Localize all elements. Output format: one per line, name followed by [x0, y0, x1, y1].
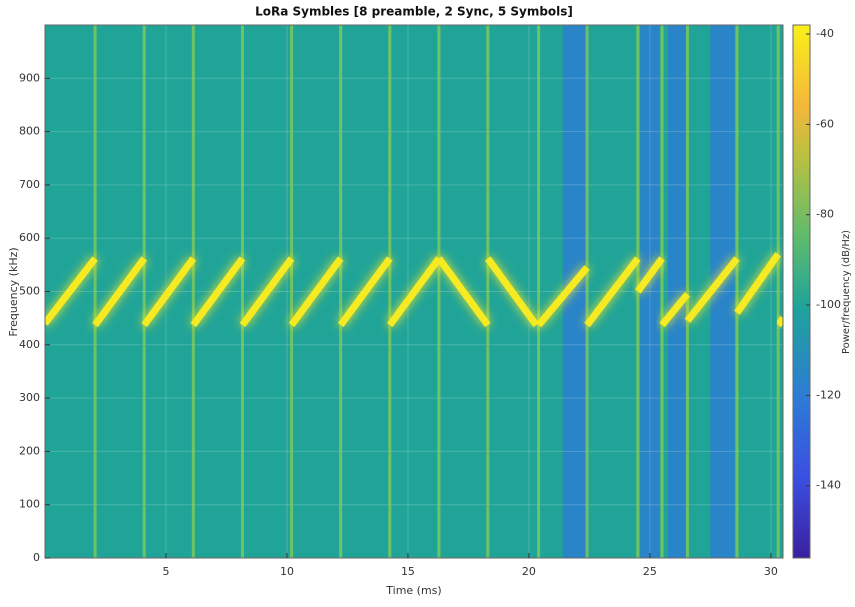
chirp [141, 256, 197, 328]
colorbar-tick-label: -60 [816, 117, 834, 130]
axes: 5 10 15 20 25 300100200300400500600700800900-… [19, 24, 841, 578]
chirp [535, 265, 590, 328]
x-axis-label: Time (ms) [385, 584, 441, 597]
chirp [659, 291, 691, 328]
chirp [484, 256, 540, 328]
y-tick-label: 500 [19, 285, 40, 298]
y-tick-label: 300 [19, 391, 40, 404]
y-tick-label: 700 [19, 178, 40, 191]
y-tick-label: 100 [19, 498, 40, 511]
colorbar-label: Power/frequency (dB/Hz) [841, 230, 852, 354]
chirp [775, 316, 783, 328]
chirp [288, 256, 344, 328]
y-axis-label: Frequency (kHz) [7, 247, 20, 336]
y-tick-label: 600 [19, 231, 40, 244]
x-tick-label: 5 [162, 565, 169, 578]
colorbar-tick-label: -80 [816, 208, 834, 221]
y-tick-label: 400 [19, 338, 40, 351]
x-tick-label: 30 [764, 565, 778, 578]
chirp [584, 256, 641, 328]
x-tick-label: 15 [401, 565, 415, 578]
y-tick-label: 800 [19, 125, 40, 138]
chirp [239, 256, 295, 328]
y-tick-label: 200 [19, 444, 40, 457]
x-tick-label: 25 [643, 565, 657, 578]
chirp [45, 256, 98, 326]
chirp [684, 256, 740, 323]
chirp [734, 252, 782, 315]
chirp [436, 256, 491, 328]
chirp [386, 256, 442, 328]
colorbar [792, 24, 811, 559]
colorbar-tick-label: -120 [816, 388, 841, 401]
power-block [640, 25, 660, 558]
chirp [634, 256, 665, 294]
x-tick-label: 10 [280, 565, 294, 578]
y-tick-label: 0 [33, 551, 40, 564]
chart-title: LoRa Symbles [8 preamble, 2 Sync, 5 Symb… [255, 5, 573, 19]
colorbar-tick-label: -40 [816, 27, 834, 40]
chirp [190, 256, 246, 328]
chirp [92, 256, 148, 328]
y-tick-label: 900 [19, 71, 40, 84]
power-block [668, 25, 687, 558]
plot-area [45, 25, 783, 558]
x-tick-label: 20 [522, 565, 536, 578]
colorbar-tick-label: -100 [816, 298, 841, 311]
chirp [337, 256, 393, 328]
colorbar-tick-label: -140 [816, 479, 841, 492]
